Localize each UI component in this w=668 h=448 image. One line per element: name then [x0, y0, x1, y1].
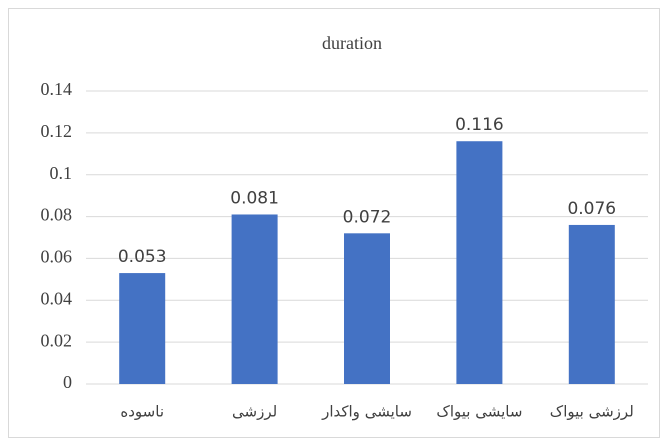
y-tick-label: 0.02 [41, 330, 73, 350]
x-tick-label: لرزشی بیواک [550, 403, 634, 421]
data-label: 0.081 [230, 188, 279, 208]
y-tick-label: 0.14 [41, 79, 73, 99]
y-tick-label: 0.1 [50, 163, 73, 183]
data-label: 0.072 [343, 207, 392, 227]
y-tick-label: 0 [63, 372, 72, 392]
bar [568, 224, 615, 384]
y-tick-label: 0.04 [41, 288, 73, 308]
data-label: 0.076 [567, 199, 616, 219]
bar [344, 233, 390, 384]
y-tick-label: 0.08 [41, 205, 73, 225]
bar [119, 273, 166, 384]
x-tick-label: لرزشی [232, 403, 277, 421]
chart-border [8, 8, 660, 438]
x-tick-label: سایشی بیواک [436, 403, 522, 421]
chart-title: duration [322, 33, 382, 53]
y-tick-label: 0.06 [41, 247, 73, 267]
x-tick-label: ناسوده [120, 403, 164, 421]
data-label: 0.053 [118, 247, 167, 267]
y-tick-label: 0.12 [41, 121, 73, 141]
bar [231, 214, 278, 384]
data-label: 0.116 [455, 115, 504, 135]
x-tick-label: سایشی واکدار [321, 403, 412, 421]
bar [456, 141, 503, 384]
